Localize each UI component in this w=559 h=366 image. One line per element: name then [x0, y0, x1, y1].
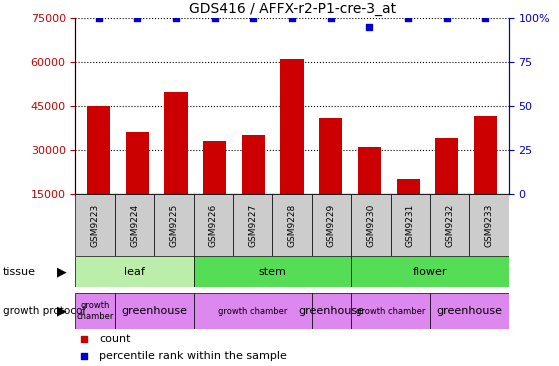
Text: growth chamber: growth chamber	[218, 307, 287, 315]
Bar	[358, 147, 381, 238]
Bar	[351, 293, 430, 329]
Bar	[115, 293, 193, 329]
Bar	[470, 194, 509, 256]
Text: stem: stem	[258, 267, 286, 277]
Text: GSM9226: GSM9226	[209, 203, 218, 247]
Text: greenhouse: greenhouse	[437, 306, 503, 316]
Bar	[193, 194, 233, 256]
Bar	[126, 132, 149, 238]
Text: GSM9233: GSM9233	[485, 203, 494, 247]
Bar	[430, 194, 470, 256]
Text: GSM9231: GSM9231	[406, 203, 415, 247]
Text: growth
chamber: growth chamber	[77, 301, 114, 321]
Bar	[193, 293, 312, 329]
Text: GSM9227: GSM9227	[248, 203, 257, 247]
Bar	[87, 106, 110, 238]
Bar	[75, 293, 115, 329]
Point	[210, 15, 219, 21]
Text: growth protocol: growth protocol	[3, 306, 85, 316]
Text: GSM9225: GSM9225	[169, 203, 178, 247]
Bar	[203, 141, 226, 238]
Bar	[75, 256, 193, 287]
Text: GSM9228: GSM9228	[287, 203, 297, 247]
Bar	[396, 179, 420, 238]
Bar	[319, 118, 342, 238]
Point	[326, 15, 335, 21]
Text: ▶: ▶	[56, 265, 67, 278]
Bar	[115, 194, 154, 256]
Text: greenhouse: greenhouse	[299, 306, 364, 316]
Title: GDS416 / AFFX-r2-P1-cre-3_at: GDS416 / AFFX-r2-P1-cre-3_at	[188, 2, 396, 16]
Text: leaf: leaf	[124, 267, 145, 277]
Text: ▶: ▶	[56, 305, 67, 318]
Point	[365, 24, 374, 30]
Bar	[351, 256, 509, 287]
Text: count: count	[100, 334, 131, 344]
Bar	[75, 194, 115, 256]
Bar	[242, 135, 265, 238]
Bar	[351, 194, 391, 256]
Bar	[154, 194, 193, 256]
Bar	[312, 293, 351, 329]
Point	[288, 15, 297, 21]
Text: GSM9232: GSM9232	[445, 203, 454, 247]
Bar	[430, 293, 509, 329]
Bar	[391, 194, 430, 256]
Point	[404, 15, 413, 21]
Text: GSM9223: GSM9223	[91, 203, 100, 247]
Point	[442, 15, 451, 21]
Bar	[272, 194, 312, 256]
Point	[133, 15, 142, 21]
Bar	[233, 194, 272, 256]
Text: greenhouse: greenhouse	[121, 306, 187, 316]
Bar	[164, 92, 188, 238]
Text: flower: flower	[413, 267, 447, 277]
Text: growth chamber: growth chamber	[356, 307, 425, 315]
Point	[366, 132, 375, 138]
Point	[249, 15, 258, 21]
Bar	[312, 194, 351, 256]
Text: percentile rank within the sample: percentile rank within the sample	[100, 351, 287, 361]
Text: tissue: tissue	[3, 267, 36, 277]
Bar	[281, 59, 304, 238]
Bar	[474, 116, 497, 238]
Bar	[435, 138, 458, 238]
Point	[172, 15, 181, 21]
Text: GSM9229: GSM9229	[327, 203, 336, 247]
Point	[366, 287, 375, 293]
Bar	[193, 256, 351, 287]
Text: GSM9224: GSM9224	[130, 203, 139, 247]
Point	[94, 15, 103, 21]
Point	[481, 15, 490, 21]
Text: GSM9230: GSM9230	[366, 203, 375, 247]
